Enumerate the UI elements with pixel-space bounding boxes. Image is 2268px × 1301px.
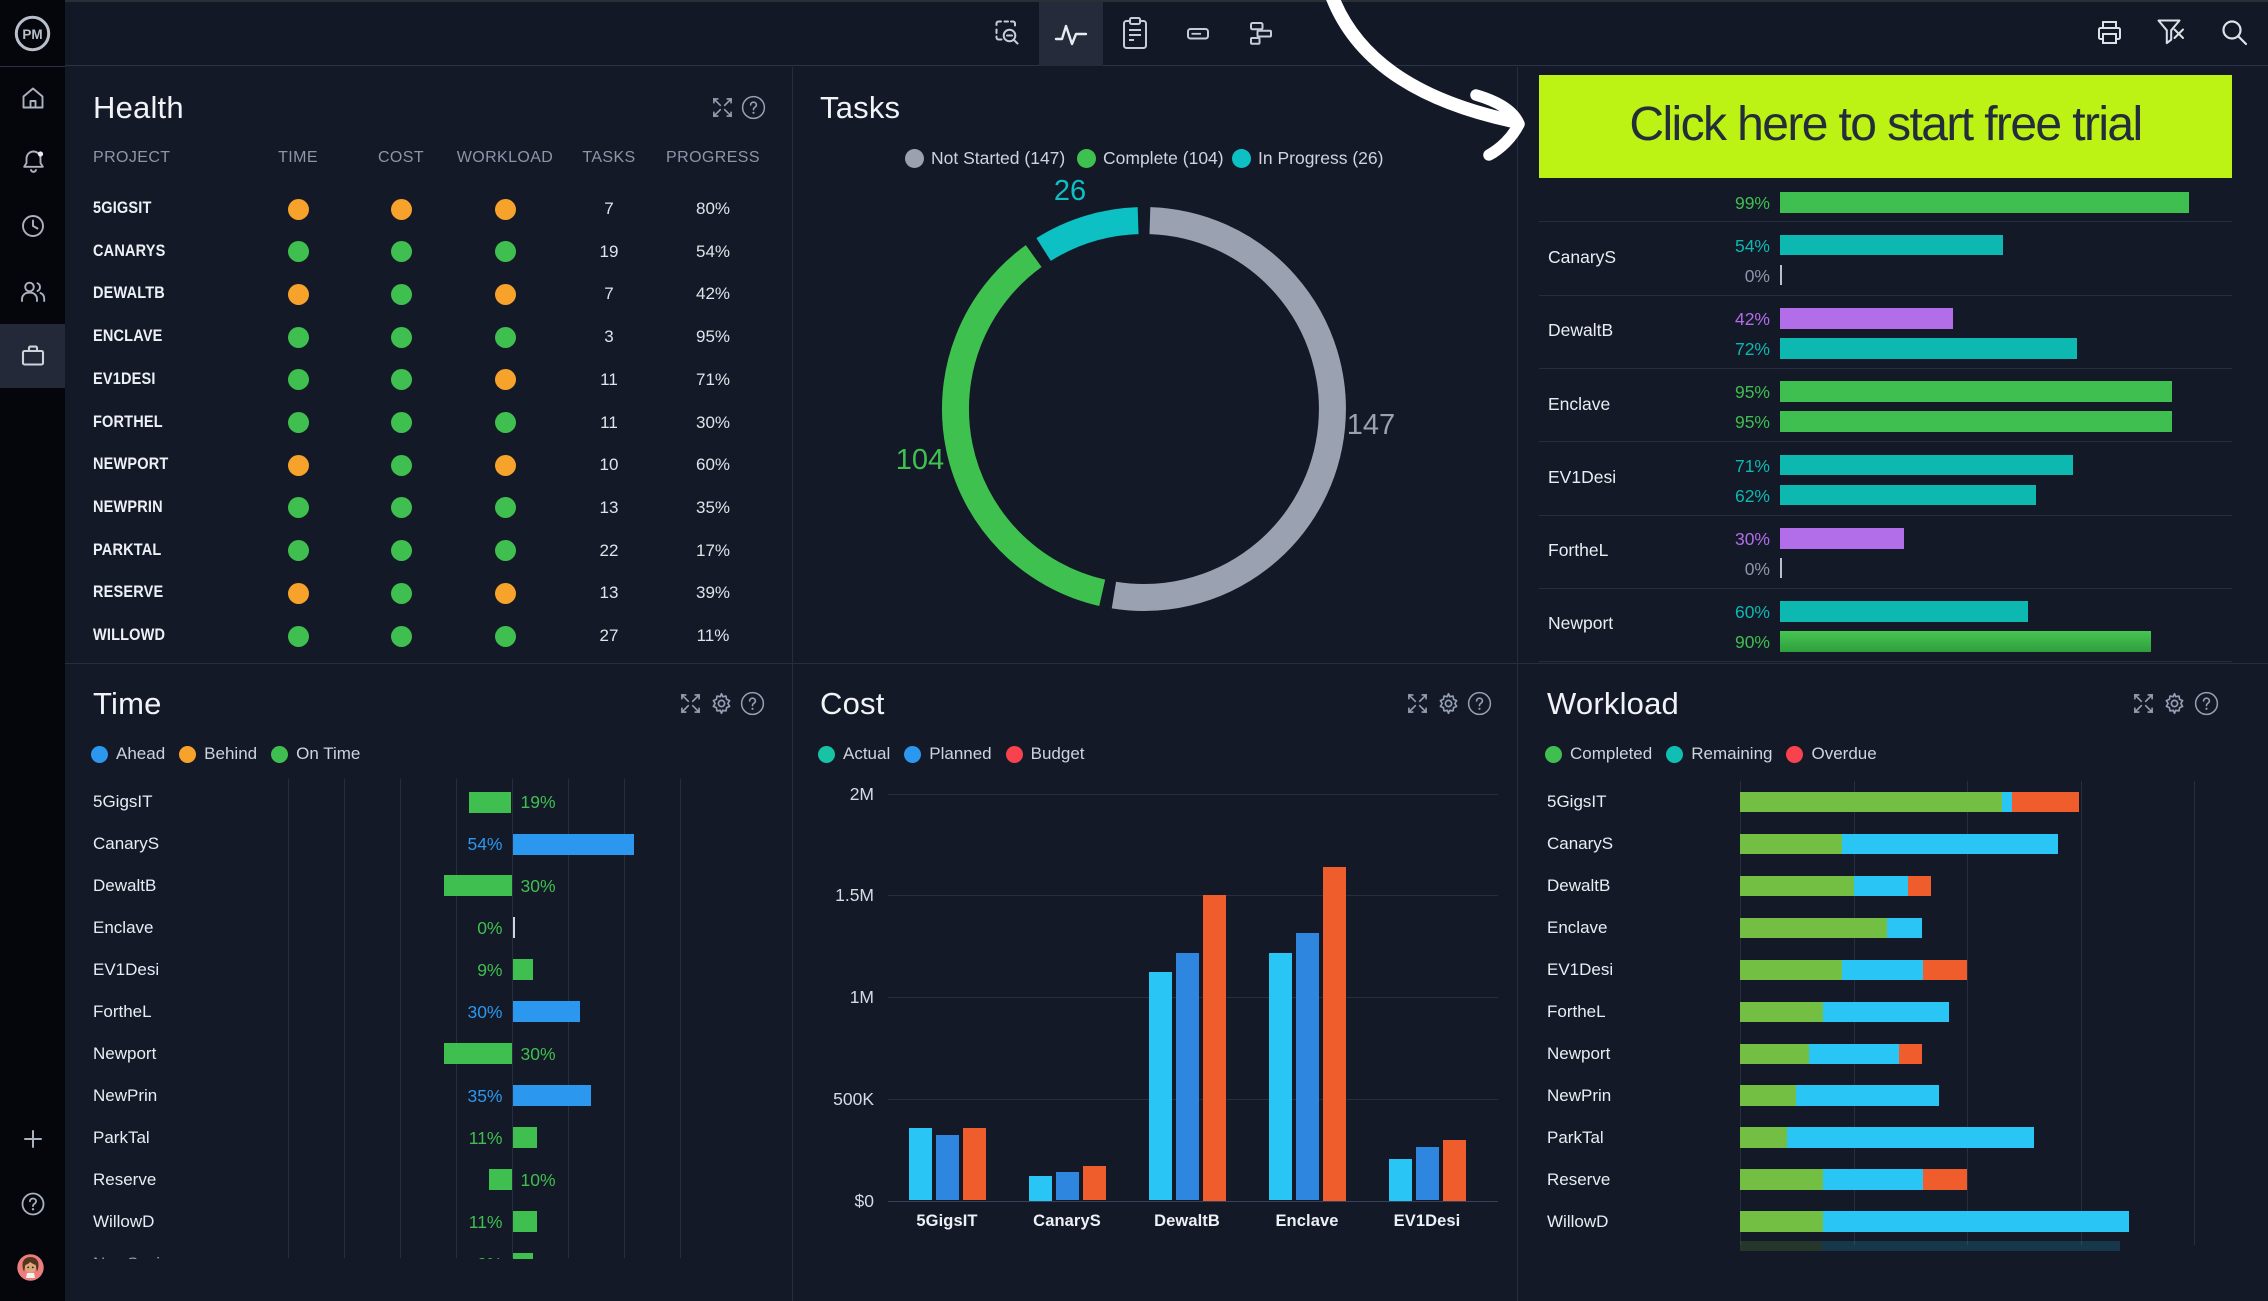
svg-text:PM: PM	[22, 27, 42, 42]
